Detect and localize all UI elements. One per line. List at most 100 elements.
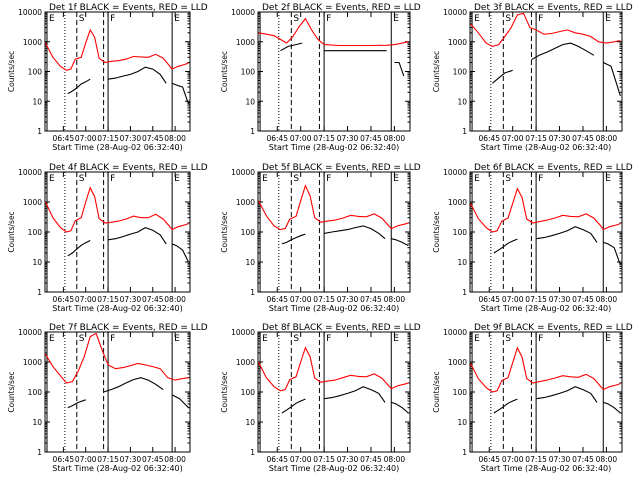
y-axis-label: Counts/sec — [432, 51, 441, 92]
plot-frame — [44, 11, 191, 132]
x-axis-label: Start Time (28-Aug-02 06:32:40) — [481, 464, 612, 473]
x-tick-label: 07:15 — [313, 455, 335, 464]
x-tick-label: 07:15 — [313, 134, 335, 143]
y-tick-label: 100 — [241, 228, 256, 237]
time-marker-label: E — [49, 14, 55, 24]
y-tick-label: 100 — [28, 388, 43, 397]
x-axis-label: Start Time (28-Aug-02 06:32:40) — [269, 464, 400, 473]
time-marker-label: E — [262, 174, 268, 184]
x-tick-label: 07:00 — [290, 295, 312, 304]
time-marker-label: F — [110, 14, 115, 24]
x-tick-label: 07:30 — [120, 134, 142, 143]
events-series-line — [281, 398, 306, 414]
x-tick-label: 08:00 — [596, 295, 618, 304]
lld-series-line — [470, 346, 621, 393]
time-marker-label: E — [474, 174, 480, 184]
events-series-line — [536, 226, 598, 243]
y-tick-label: 10 — [32, 97, 42, 106]
lld-series-line — [470, 187, 621, 233]
x-tick-label: 06:45 — [53, 134, 75, 143]
events-series-line — [603, 62, 621, 97]
lld-series-line — [45, 28, 189, 71]
x-tick-label: 08:00 — [164, 455, 186, 464]
time-marker-label: E — [174, 14, 180, 24]
x-tick-label: 06:45 — [266, 134, 288, 143]
events-series-line — [171, 243, 189, 263]
y-tick-label: 1000 — [236, 358, 255, 367]
x-tick-label: 07:30 — [120, 295, 142, 304]
x-tick-label: 08:00 — [596, 134, 618, 143]
time-marker-label: S — [293, 14, 299, 24]
lld-series-line — [45, 332, 189, 384]
y-tick-label: 10000 — [231, 8, 255, 17]
plot-frame — [44, 331, 191, 453]
y-tick-label: 1 — [37, 288, 42, 297]
y-tick-label: 10 — [457, 418, 467, 427]
time-marker-label: F — [110, 174, 115, 184]
x-tick-label: 07:00 — [502, 134, 524, 143]
time-marker-label: S — [505, 14, 511, 24]
y-tick-label: 1 — [37, 448, 42, 457]
chart-panel-2: Det 2f BLACK = Events, RED = LLD 1 10 100 10… — [220, 3, 421, 152]
events-series-line — [493, 398, 518, 414]
y-tick-label: 100 — [28, 228, 43, 237]
y-tick-label: 1000 — [448, 38, 467, 47]
chart-panel-9: Det 9f BLACK = Events, RED = LLD 1 10 100 10… — [432, 323, 633, 473]
time-marker-label: S — [505, 334, 511, 344]
events-series-line — [108, 66, 167, 84]
y-tick-label: 10 — [245, 418, 255, 427]
y-tick-label: 10 — [245, 258, 255, 267]
y-tick-label: 10000 — [18, 8, 42, 17]
events-series-line — [603, 241, 621, 266]
x-tick-label: 07:45 — [360, 295, 382, 304]
y-tick-label: 1 — [250, 448, 255, 457]
x-tick-label: 08:00 — [164, 295, 186, 304]
x-tick-label: 07:15 — [97, 295, 119, 304]
x-tick-label: 08:00 — [164, 134, 186, 143]
x-tick-label: 06:45 — [478, 134, 500, 143]
chart-panel-7: Det 7f BLACK = Events, RED = LLD 1 10 100 10… — [7, 323, 208, 473]
time-marker-label: S — [505, 174, 511, 184]
x-tick-label: 07:15 — [525, 455, 547, 464]
x-tick-label: 06:45 — [266, 295, 288, 304]
x-tick-label: 07:45 — [572, 295, 594, 304]
y-axis-label: Counts/sec — [7, 51, 16, 92]
chart-panel-8: Det 8f BLACK = Events, RED = LLD 1 10 100 10… — [220, 323, 421, 473]
y-tick-label: 10000 — [443, 8, 467, 17]
x-tick-label: 08:00 — [384, 295, 406, 304]
x-tick-label: 07:00 — [290, 455, 312, 464]
y-tick-label: 1 — [462, 288, 467, 297]
chart-panel-4: Det 4f BLACK = Events, RED = LLD 1 10 100 10… — [7, 163, 208, 313]
events-series-line — [280, 42, 303, 52]
x-tick-label: 07:45 — [142, 134, 164, 143]
x-tick-label: 06:45 — [53, 295, 75, 304]
y-tick-label: 1 — [462, 127, 467, 136]
chart-panel-3: Det 3f BLACK = Events, RED = LLD 1 10 100 10… — [432, 3, 633, 152]
y-tick-label: 1000 — [236, 198, 255, 207]
time-marker-label: E — [49, 174, 55, 184]
events-series-line — [493, 238, 518, 254]
lld-series-line — [258, 346, 409, 392]
y-tick-label: 10 — [457, 97, 467, 106]
time-marker-label: S — [79, 334, 85, 344]
time-marker-label: E — [605, 14, 611, 24]
time-marker-label: F — [538, 334, 543, 344]
events-series-line — [394, 61, 405, 77]
x-tick-label: 07:30 — [337, 295, 359, 304]
x-axis-label: Start Time (28-Aug-02 06:32:40) — [269, 143, 400, 152]
x-tick-label: 08:00 — [384, 455, 406, 464]
chart-title: Det 8f BLACK = Events, RED = LLD — [262, 323, 421, 333]
x-tick-label: 07:00 — [290, 134, 312, 143]
x-tick-label: 07:45 — [360, 134, 382, 143]
time-marker-label: E — [393, 14, 399, 24]
time-marker-label: F — [326, 334, 331, 344]
time-marker-label: F — [538, 174, 543, 184]
lld-series-line — [470, 12, 621, 47]
x-tick-label: 06:45 — [53, 455, 75, 464]
events-series-line — [67, 240, 91, 257]
y-tick-label: 10000 — [231, 328, 255, 337]
chart-title: Det 3f BLACK = Events, RED = LLD — [474, 3, 633, 13]
y-tick-label: 100 — [28, 68, 43, 77]
y-tick-label: 10000 — [18, 168, 42, 177]
y-tick-label: 100 — [241, 68, 256, 77]
